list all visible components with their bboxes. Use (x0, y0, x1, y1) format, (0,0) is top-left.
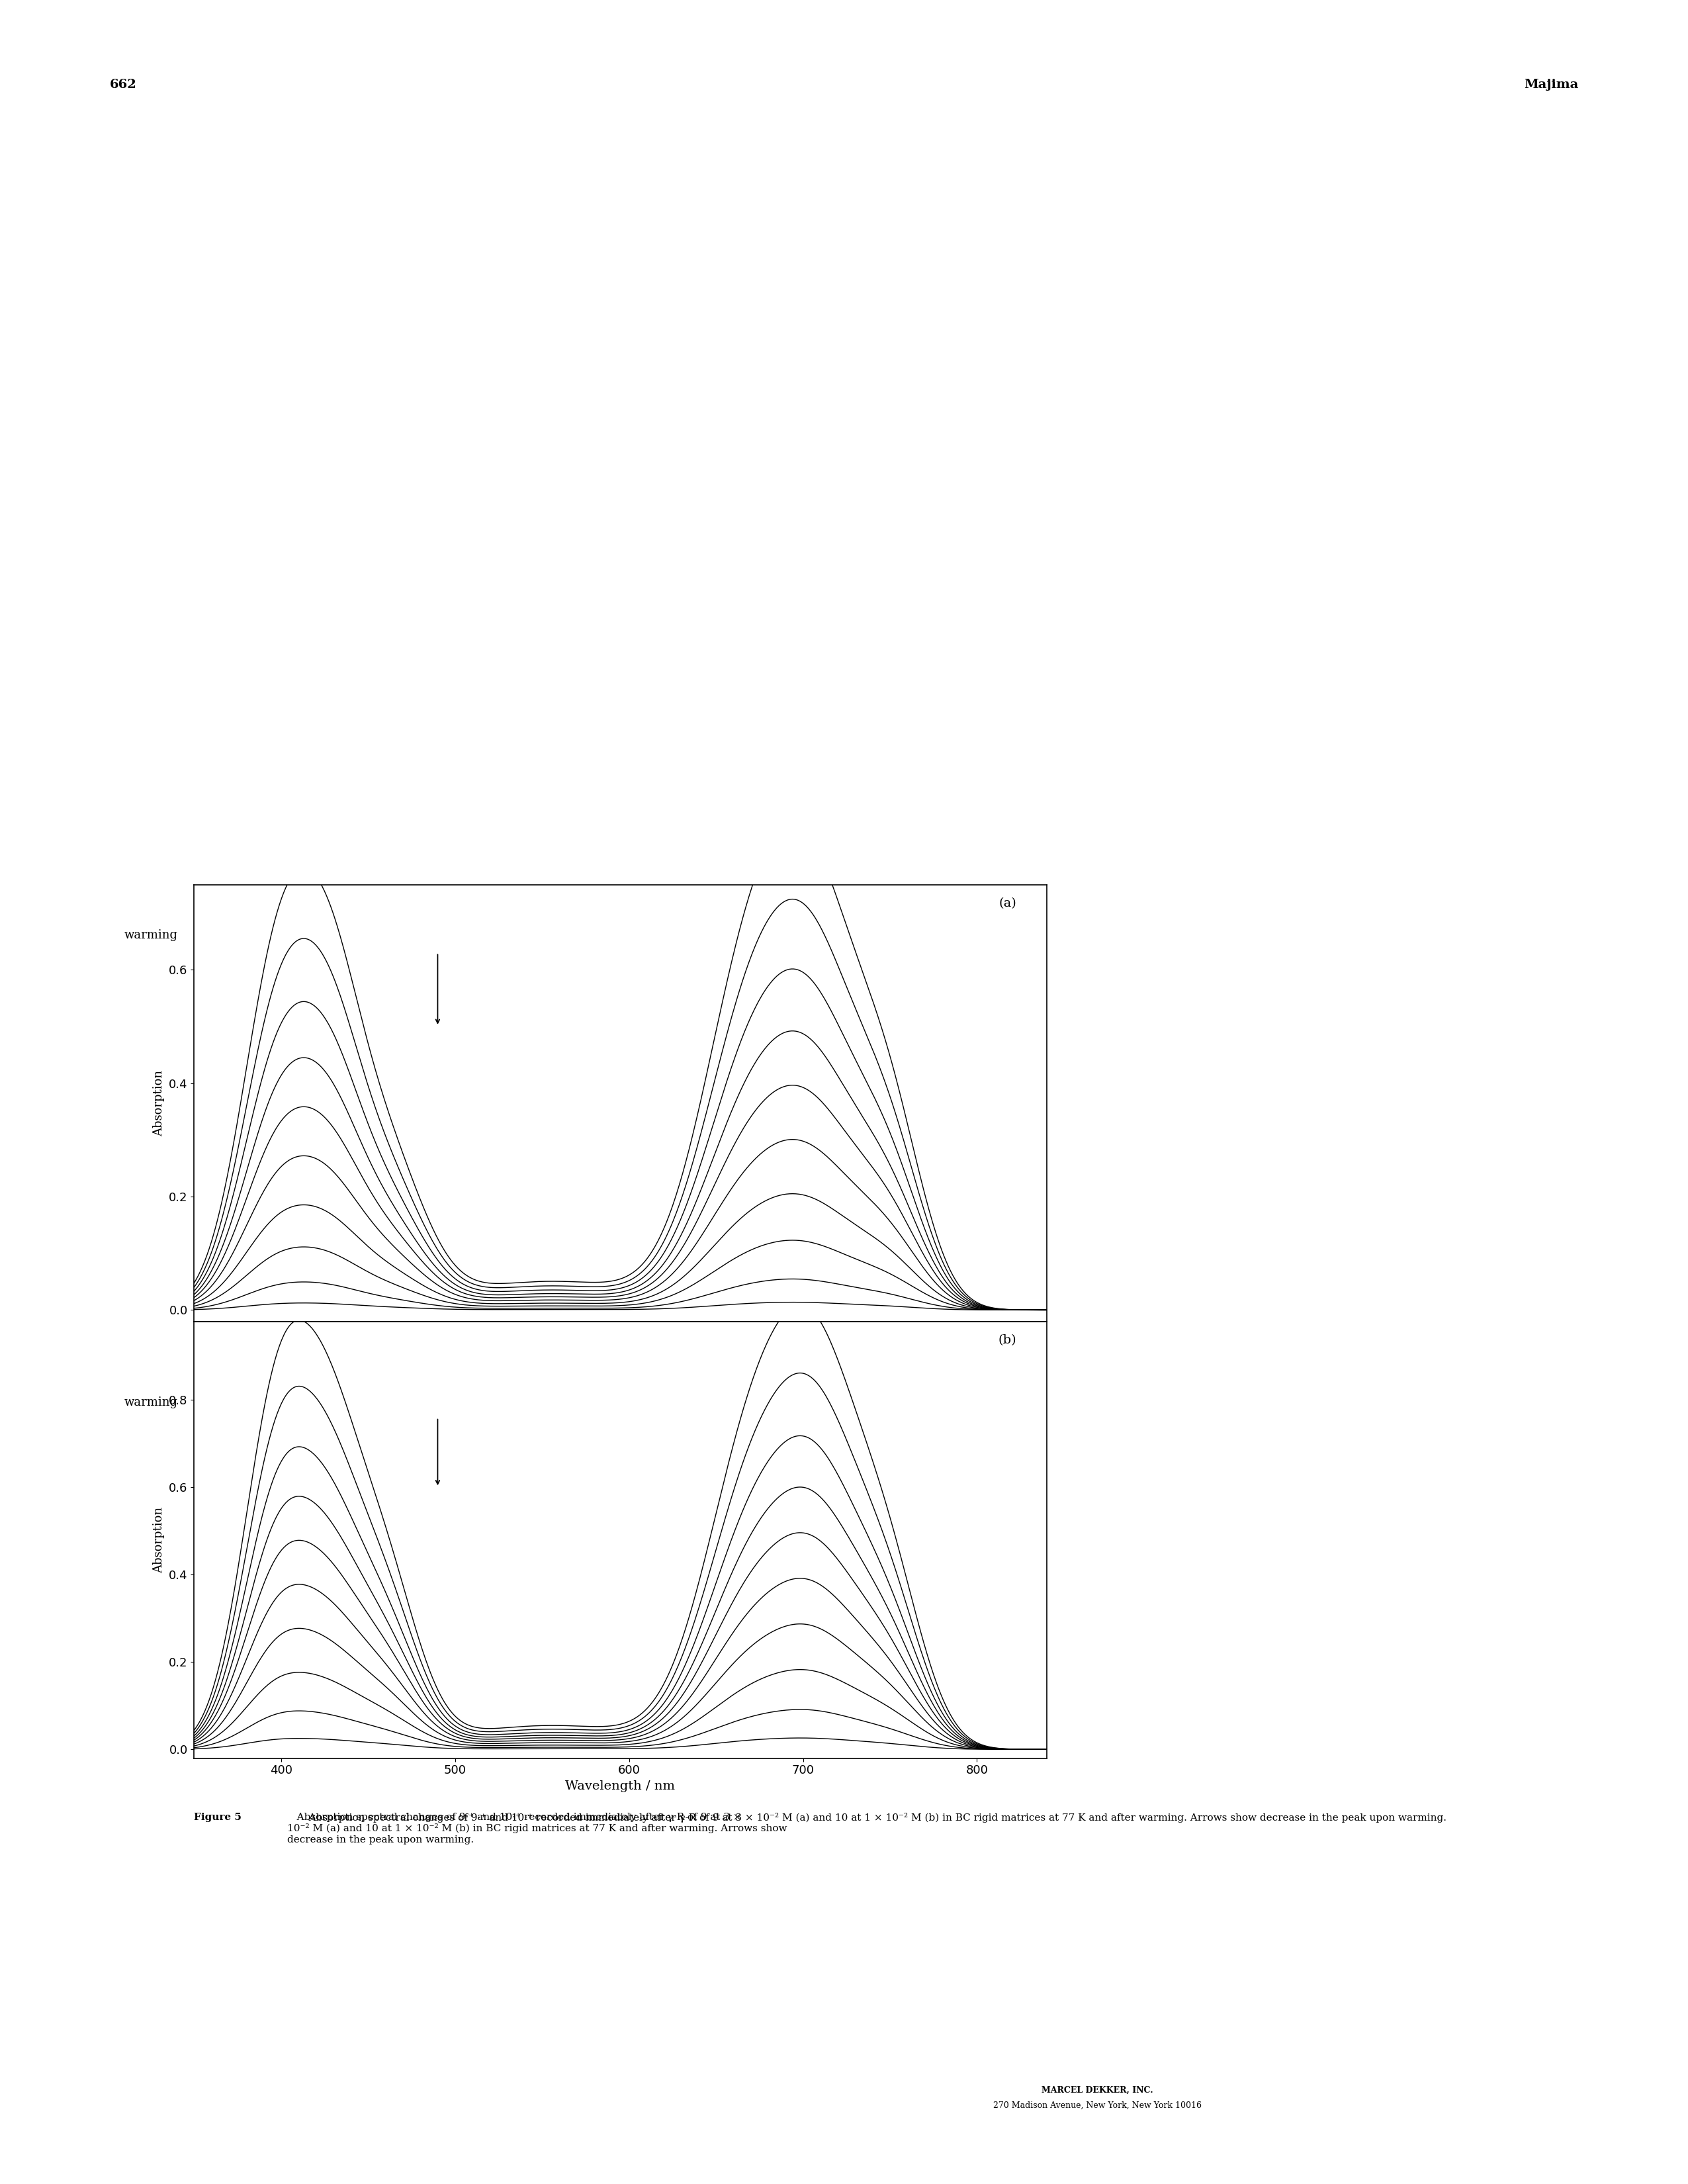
Text: Absorption spectral changes of 9·⁺ and 10·⁺ recorded immediately after γ-R of 9 : Absorption spectral changes of 9·⁺ and 1… (287, 1813, 787, 1843)
Text: MARCEL DEKKER, INC.: MARCEL DEKKER, INC. (1041, 2086, 1153, 2094)
Text: warming: warming (125, 1398, 179, 1409)
Text: 662: 662 (110, 79, 137, 90)
Text: Figure 5: Figure 5 (194, 1813, 241, 1821)
Y-axis label: Absorption: Absorption (154, 1070, 165, 1136)
Text: 270 Madison Avenue, New York, New York 10016: 270 Madison Avenue, New York, New York 1… (993, 2101, 1202, 2110)
Text: Absorption spectral changes of 9·⁺ and 10·⁺ recorded immediately after γ-R of 9 : Absorption spectral changes of 9·⁺ and 1… (299, 1813, 1447, 1824)
Text: (b): (b) (998, 1334, 1016, 1345)
X-axis label: Wavelength / nm: Wavelength / nm (565, 1780, 675, 1793)
Y-axis label: Absorption: Absorption (154, 1507, 165, 1572)
Text: (a): (a) (999, 898, 1016, 909)
Text: warming: warming (125, 930, 179, 941)
Text: Majima: Majima (1524, 79, 1578, 90)
